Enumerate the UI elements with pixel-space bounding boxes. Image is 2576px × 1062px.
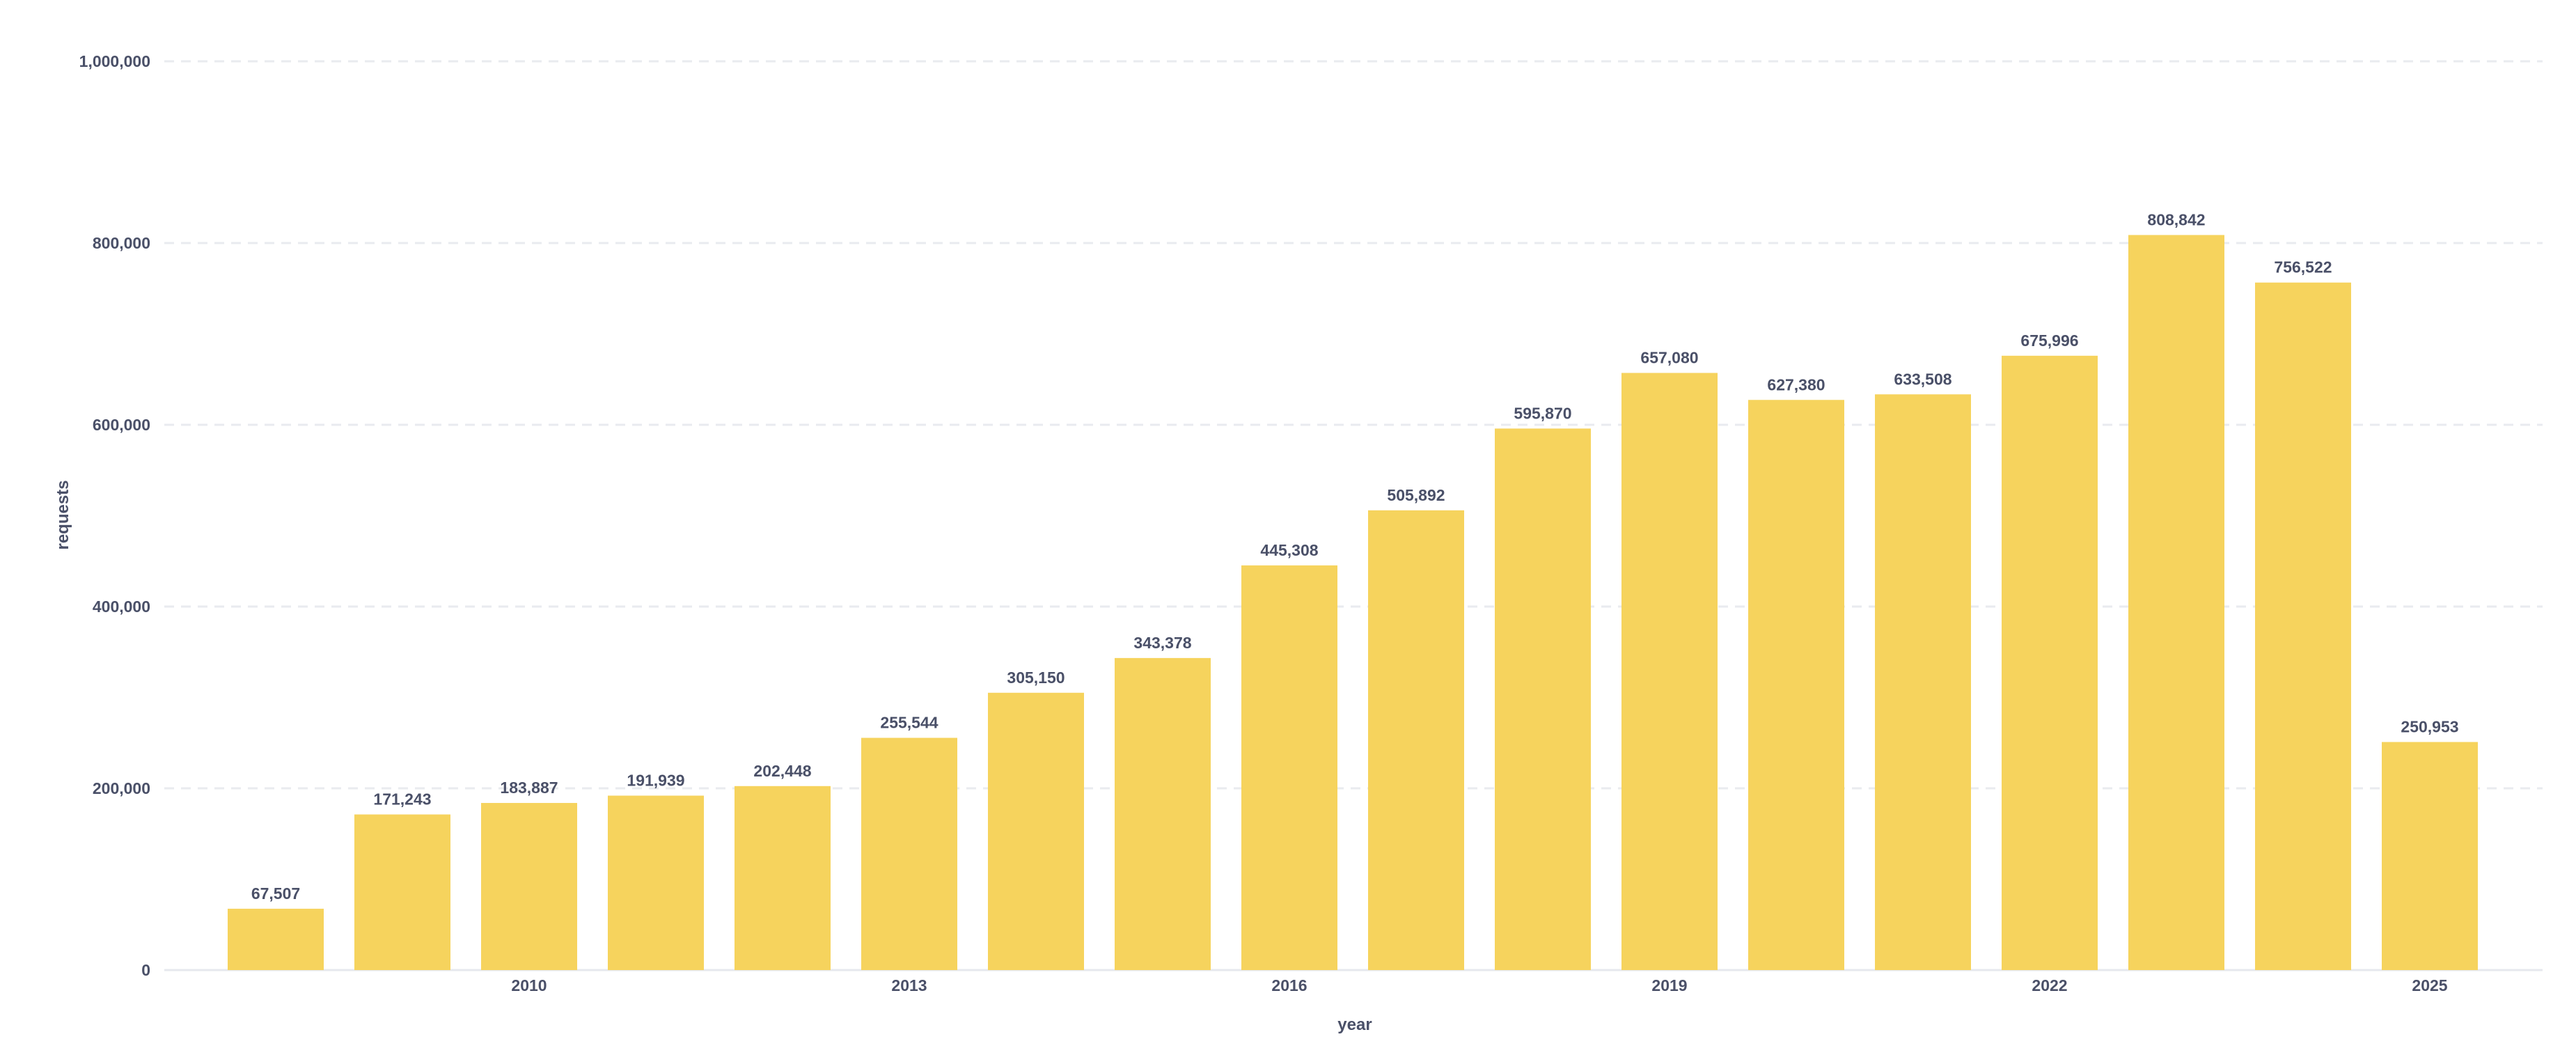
y-axis-title: requests xyxy=(54,480,72,549)
bar-value-label: 255,544 xyxy=(880,714,938,732)
bar xyxy=(1748,400,1844,970)
bars xyxy=(228,235,2478,971)
bar xyxy=(1875,394,1971,970)
bar-value-label: 250,953 xyxy=(2401,718,2458,736)
x-tick-label: 2010 xyxy=(511,976,547,994)
bar xyxy=(2255,282,2351,971)
y-tick-label: 400,000 xyxy=(93,598,150,616)
bar-value-label: 633,508 xyxy=(1894,370,1951,388)
bar-value-label: 595,870 xyxy=(1514,404,1571,422)
x-tick-label: 2022 xyxy=(2032,976,2067,994)
bar xyxy=(608,795,704,970)
bar-value-label: 67,507 xyxy=(251,884,300,903)
bar xyxy=(2382,742,2478,970)
bar xyxy=(228,908,324,970)
bar xyxy=(1368,510,1464,970)
bar-value-label: 191,939 xyxy=(627,772,684,790)
x-tick-label: 2025 xyxy=(2412,976,2447,994)
data-labels: 67,507 171,243 183,887 191,939 202,448 255,54… xyxy=(251,210,2459,902)
bar xyxy=(735,786,831,970)
y-tick-label: 1,000,000 xyxy=(79,52,150,70)
bar-value-label: 343,378 xyxy=(1133,634,1191,652)
y-tick-label: 0 xyxy=(141,961,150,979)
bar xyxy=(481,803,577,970)
bar-value-label: 675,996 xyxy=(2020,331,2078,350)
y-tick-label: 200,000 xyxy=(93,779,150,797)
x-tick-label: 2016 xyxy=(1271,976,1307,994)
bar xyxy=(1115,657,1211,970)
bar-value-label: 627,380 xyxy=(1767,375,1825,393)
bar-value-label: 183,887 xyxy=(500,779,558,797)
bar xyxy=(1621,373,1718,970)
bar xyxy=(2128,235,2224,970)
bar-value-label: 756,522 xyxy=(2274,258,2332,276)
bar xyxy=(354,814,450,970)
bar xyxy=(1495,428,1591,970)
bar-value-label: 171,243 xyxy=(373,790,431,809)
bar xyxy=(861,737,957,970)
y-tick-label: 800,000 xyxy=(93,234,150,252)
x-axis-title: year xyxy=(1337,1015,1372,1034)
bar xyxy=(1241,565,1337,970)
bar xyxy=(988,692,1084,970)
axes: year requests 0 200,000 400,000 600,000 800,… xyxy=(54,52,2448,1034)
bar-value-label: 202,448 xyxy=(753,762,811,780)
y-tick-label: 600,000 xyxy=(93,416,150,434)
bar-value-label: 808,842 xyxy=(2147,210,2205,228)
x-tick-label: 2019 xyxy=(1651,976,1687,994)
bar-value-label: 657,080 xyxy=(1640,349,1698,367)
bar-value-label: 445,308 xyxy=(1260,541,1318,559)
x-tick-label: 2013 xyxy=(891,976,927,994)
bar-value-label: 305,150 xyxy=(1007,669,1065,687)
bar-value-label: 505,892 xyxy=(1387,486,1445,504)
bar xyxy=(2002,355,2098,971)
